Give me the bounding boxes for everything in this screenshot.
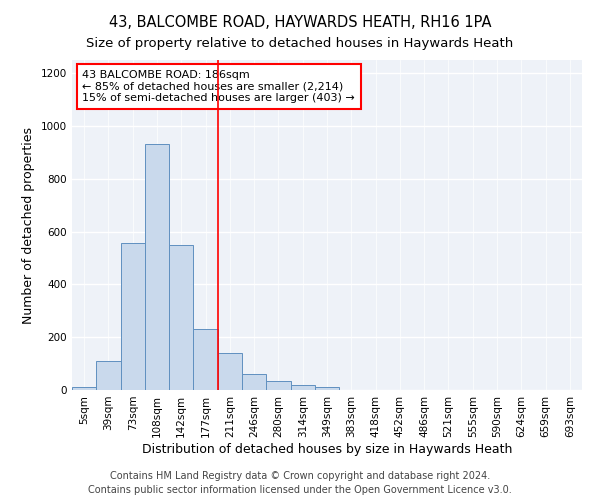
Text: Contains HM Land Registry data © Crown copyright and database right 2024.
Contai: Contains HM Land Registry data © Crown c… — [88, 471, 512, 495]
Bar — [96, 361, 121, 390]
Bar — [145, 144, 169, 390]
Text: 43, BALCOMBE ROAD, HAYWARDS HEATH, RH16 1PA: 43, BALCOMBE ROAD, HAYWARDS HEATH, RH16 … — [109, 15, 491, 30]
Text: Size of property relative to detached houses in Haywards Heath: Size of property relative to detached ho… — [86, 38, 514, 51]
Bar — [242, 374, 266, 390]
Y-axis label: Number of detached properties: Number of detached properties — [22, 126, 35, 324]
Bar — [315, 388, 339, 390]
Text: 43 BALCOMBE ROAD: 186sqm
← 85% of detached houses are smaller (2,214)
15% of sem: 43 BALCOMBE ROAD: 186sqm ← 85% of detach… — [82, 70, 355, 103]
X-axis label: Distribution of detached houses by size in Haywards Heath: Distribution of detached houses by size … — [142, 442, 512, 456]
Bar — [290, 384, 315, 390]
Bar — [266, 381, 290, 390]
Bar — [121, 244, 145, 390]
Bar — [169, 245, 193, 390]
Bar — [72, 388, 96, 390]
Bar — [218, 353, 242, 390]
Bar — [193, 330, 218, 390]
